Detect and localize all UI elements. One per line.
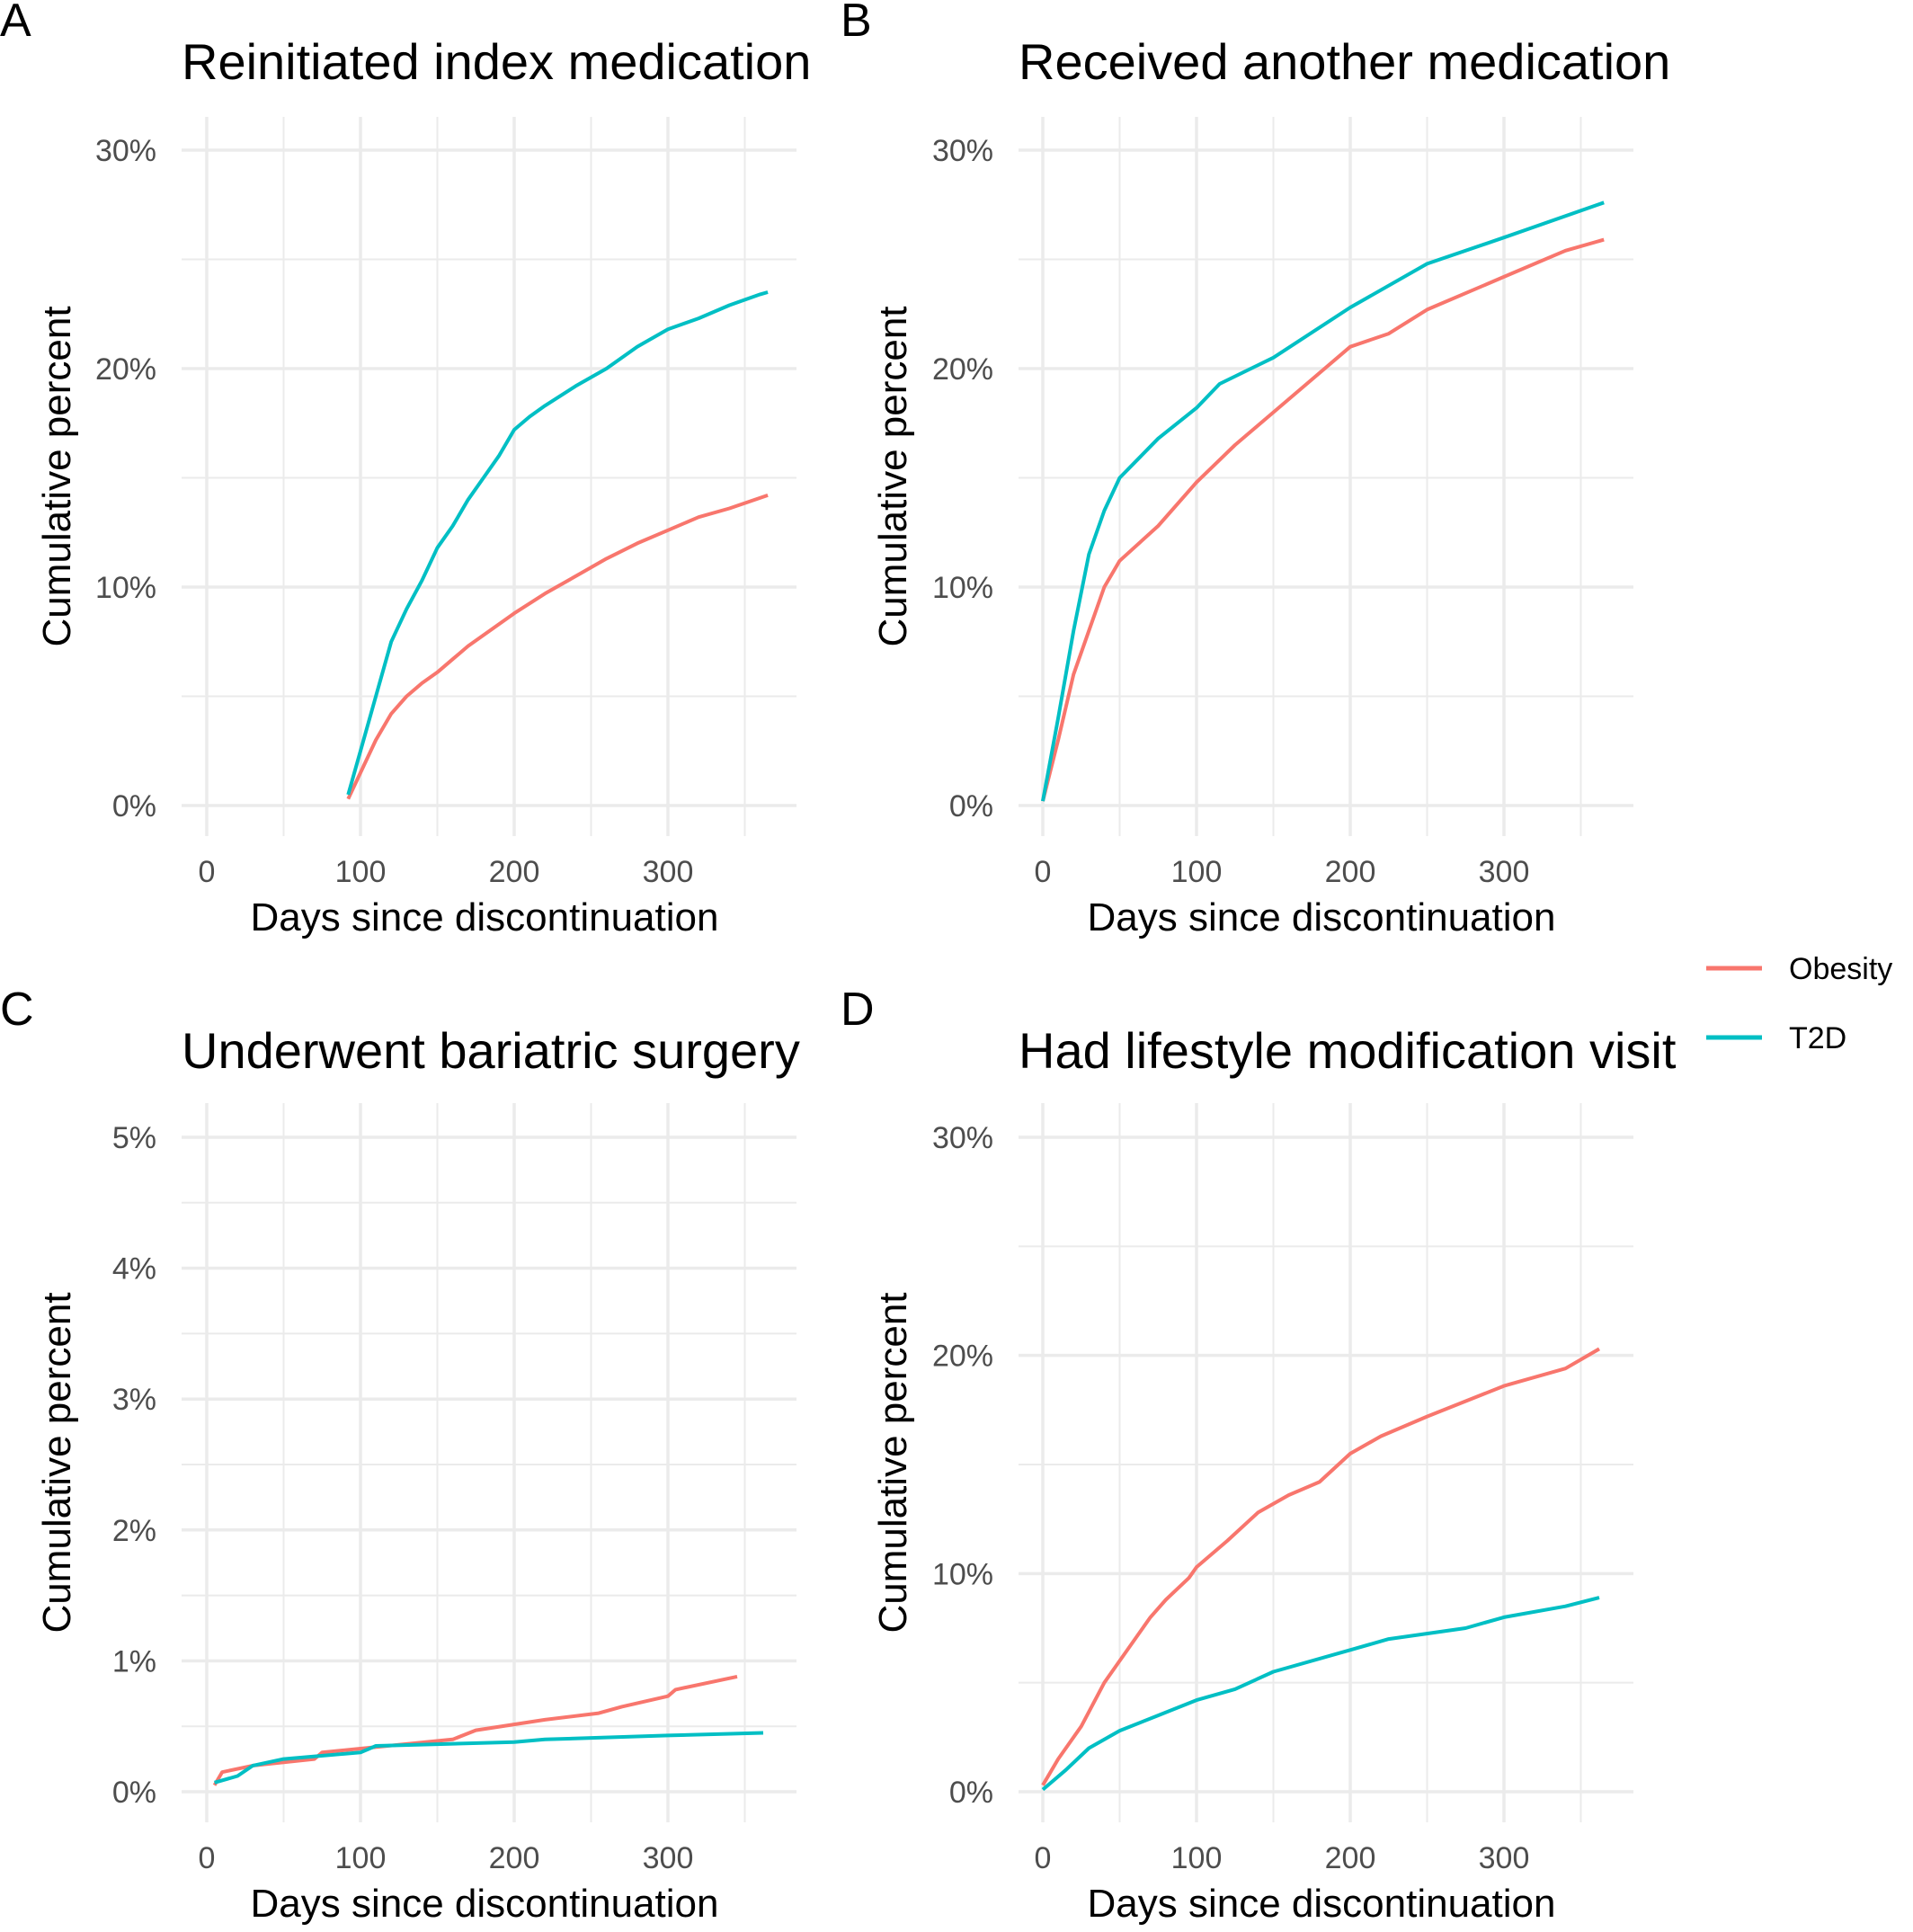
y-tick-label: 10% xyxy=(932,571,993,605)
series-line-t2d xyxy=(1041,200,1605,802)
panel-b: 0 100 200 300 0% 10% 20% 30% Days since disconti… xyxy=(841,0,1670,939)
y-tick-label: 0% xyxy=(112,1776,156,1810)
panel-d: 0 100 200 300 0% 10% 20% 30% Days since disconti… xyxy=(841,984,1677,1926)
panel-title: Received another medication xyxy=(1019,33,1670,90)
x-tick-label: 200 xyxy=(1325,855,1376,889)
panel-title: Had lifestyle modification visit xyxy=(1019,1022,1677,1079)
y-tick-label: 5% xyxy=(112,1121,156,1155)
series-line-t2d xyxy=(1041,1596,1600,1792)
x-tick-label: 100 xyxy=(335,1841,387,1875)
legend: Obesity T2D xyxy=(1706,952,1892,1055)
x-tick-label: 0 xyxy=(1035,855,1052,889)
series-line-t2d xyxy=(346,290,769,796)
series-line-obesity xyxy=(1041,237,1605,802)
x-tick-label: 300 xyxy=(1479,1841,1530,1875)
y-tick-label: 4% xyxy=(112,1252,156,1287)
y-tick-label: 2% xyxy=(112,1514,156,1548)
y-axis-label: Cumulative percent xyxy=(35,1292,79,1633)
x-tick-label: 200 xyxy=(489,855,540,889)
x-tick-label: 200 xyxy=(1325,1841,1376,1875)
panel-c: 0 100 200 300 0% 1% 2% 3% 4% 5% Days since discont… xyxy=(0,984,800,1926)
y-tick-label: 0% xyxy=(949,1776,993,1810)
y-tick-label: 30% xyxy=(95,134,156,168)
x-tick-label: 100 xyxy=(1171,1841,1223,1875)
y-tick-label: 10% xyxy=(95,571,156,605)
panel-letter: C xyxy=(0,984,34,1036)
y-axis-label: Cumulative percent xyxy=(871,1292,915,1633)
y-tick-label: 0% xyxy=(112,789,156,824)
panel-letter: D xyxy=(841,984,875,1036)
panel-title: Underwent bariatric surgery xyxy=(182,1022,800,1079)
y-tick-label: 30% xyxy=(932,1121,993,1155)
series-line-obesity xyxy=(346,494,769,800)
y-tick-label: 20% xyxy=(932,352,993,387)
series-line-obesity xyxy=(1041,1347,1601,1786)
y-tick-label: 20% xyxy=(95,352,156,387)
legend-label-t2d: T2D xyxy=(1789,1021,1846,1055)
x-tick-label: 300 xyxy=(643,1841,694,1875)
x-tick-label: 300 xyxy=(643,855,694,889)
x-tick-label: 100 xyxy=(335,855,387,889)
x-tick-label: 100 xyxy=(1171,855,1223,889)
x-axis-label: Days since discontinuation xyxy=(1088,1882,1556,1926)
y-tick-label: 10% xyxy=(932,1557,993,1591)
panel-title: Reinitiated index medication xyxy=(182,33,811,90)
x-tick-label: 0 xyxy=(199,855,216,889)
y-axis-label: Cumulative percent xyxy=(35,306,79,646)
y-tick-label: 0% xyxy=(949,789,993,824)
x-axis-label: Days since discontinuation xyxy=(251,895,719,939)
panel-a: 0 100 200 300 0% 10% 20% 30% Days since disconti… xyxy=(0,0,811,939)
x-axis-label: Days since discontinuation xyxy=(1088,895,1556,939)
series-line-t2d xyxy=(214,1731,764,1785)
panel-letter: A xyxy=(0,0,31,47)
x-tick-label: 300 xyxy=(1479,855,1530,889)
legend-label-obesity: Obesity xyxy=(1789,952,1892,986)
series-line-obesity xyxy=(212,1674,738,1786)
y-tick-label: 20% xyxy=(932,1340,993,1374)
y-tick-label: 30% xyxy=(932,134,993,168)
y-axis-label: Cumulative percent xyxy=(871,306,915,646)
x-tick-label: 200 xyxy=(489,1841,540,1875)
x-axis-label: Days since discontinuation xyxy=(251,1882,719,1926)
panel-letter: B xyxy=(841,0,872,47)
y-tick-label: 3% xyxy=(112,1383,156,1417)
x-tick-label: 0 xyxy=(199,1841,216,1875)
y-tick-label: 1% xyxy=(112,1644,156,1678)
x-tick-label: 0 xyxy=(1035,1841,1052,1875)
